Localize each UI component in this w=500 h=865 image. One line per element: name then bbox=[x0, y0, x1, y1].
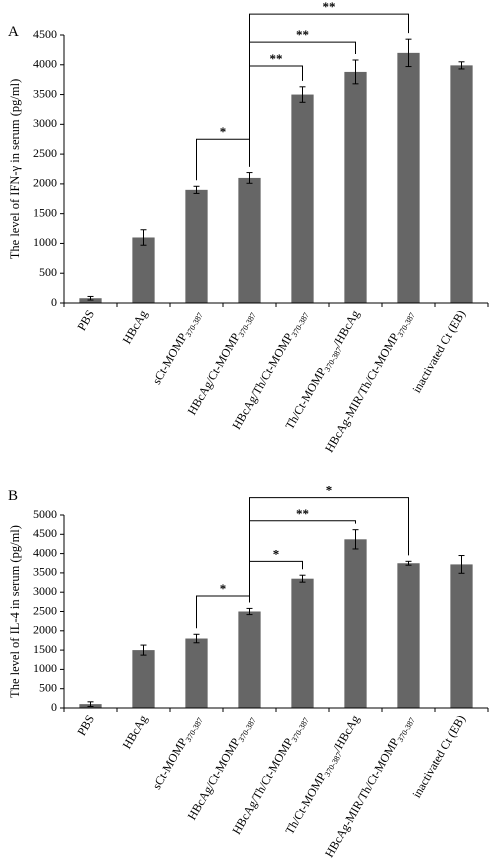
panel-a-y-axis-label: The level of IFN-γ in serum (pg/ml) bbox=[8, 79, 22, 259]
panel-a-error-bar-5 bbox=[352, 59, 359, 85]
panel-b-error-bar-3 bbox=[246, 607, 253, 616]
panel-a-y-tick-label-3: 1500 bbox=[33, 205, 57, 219]
panel-b-error-bar-7 bbox=[458, 555, 465, 574]
panel-a-category-label-7: inactivated Ct (EB) bbox=[409, 308, 468, 396]
panel-a-bar-5 bbox=[344, 71, 367, 304]
panel-b-y-tick-label-0: 0 bbox=[51, 700, 57, 714]
panel-b-error-bar-0 bbox=[87, 701, 94, 707]
panel-b-y-tick-label-5: 2500 bbox=[33, 603, 57, 617]
panel-b-significance-bracket-3: * bbox=[249, 483, 409, 603]
panel-a-y-tick-label-0: 0 bbox=[51, 295, 57, 309]
panel-a-significance-label-3: ** bbox=[323, 0, 336, 14]
panel-a-y-tick-label-5: 2500 bbox=[33, 146, 57, 160]
panel-a-y-tick-label-6: 3000 bbox=[33, 116, 57, 130]
panel-a-significance-label-2: ** bbox=[296, 27, 309, 42]
panel-a-bar-0 bbox=[79, 298, 102, 303]
panel-a-y-tick-label-9: 4500 bbox=[33, 27, 57, 41]
panel-b-error-bar-2 bbox=[193, 633, 200, 644]
panel-a-error-bar-3 bbox=[246, 172, 253, 184]
panel-b-chart: B The level of IL-4 in serum (pg/ml) 0 500 1… bbox=[8, 483, 489, 860]
panel-b-y-tick-label-2: 1000 bbox=[33, 661, 57, 675]
panel-b-bar-2 bbox=[185, 638, 208, 708]
panel-b-bar-3 bbox=[238, 611, 261, 708]
panel-b-significance-label-3: * bbox=[326, 483, 333, 498]
panel-a-significance-bracket-0: * bbox=[196, 124, 250, 181]
panel-b-bar-7 bbox=[450, 564, 473, 708]
panel-a-chart: A The level of IFN-γ in serum (pg/ml) 0 500… bbox=[8, 0, 489, 455]
panel-b-error-bar-1 bbox=[140, 644, 147, 656]
panel-b-y-tick-label-8: 4000 bbox=[33, 545, 57, 559]
panel-b-category-label-1: HBcAg bbox=[120, 713, 150, 752]
panel-a-error-bar-1 bbox=[140, 229, 147, 246]
panel-b-bar-4 bbox=[291, 578, 314, 708]
panel-b-y-tick-label-6: 3000 bbox=[33, 584, 57, 598]
panel-a-error-bar-7 bbox=[458, 61, 465, 70]
panel-a-category-label-2: sCt-MOMP370-387 bbox=[149, 308, 205, 388]
panel-a-y-tick-label-1: 500 bbox=[39, 265, 57, 279]
panel-a-letter: A bbox=[8, 24, 19, 40]
panel-b-y-tick-label-7: 3500 bbox=[33, 565, 57, 579]
panel-b-error-bar-5 bbox=[352, 529, 359, 550]
panel-a-y-tick-label-8: 4000 bbox=[33, 57, 57, 71]
panel-a-error-bar-0 bbox=[87, 295, 94, 301]
panel-b-y-tick-label-4: 2000 bbox=[33, 623, 57, 637]
panel-a-category-label-0: PBS bbox=[74, 308, 97, 333]
panel-b-significance-label-0: * bbox=[220, 581, 227, 596]
panel-a-bar-6 bbox=[397, 52, 420, 303]
panel-b-category-label-2: sCt-MOMP370-387 bbox=[149, 713, 205, 793]
panel-a-bar-3 bbox=[238, 177, 261, 303]
panel-a-y-tick-label-2: 1000 bbox=[33, 235, 57, 249]
panel-b-letter: B bbox=[8, 488, 18, 504]
panel-b-bar-6 bbox=[397, 563, 420, 708]
panel-b-error-bar-4 bbox=[299, 574, 306, 583]
panel-a-error-bar-6 bbox=[405, 38, 412, 68]
panel-a-significance-label-0: * bbox=[220, 124, 227, 139]
panel-a-error-bar-2 bbox=[193, 185, 200, 194]
panel-b-category-label-0: PBS bbox=[74, 713, 97, 738]
panel-a-bar-2 bbox=[185, 189, 208, 303]
panel-b-significance-label-1: * bbox=[273, 546, 280, 561]
panel-b-error-bar-6 bbox=[405, 560, 412, 566]
panel-a-y-tick-label-7: 3500 bbox=[33, 86, 57, 100]
panel-a-bar-1 bbox=[132, 237, 155, 303]
panel-b-category-label-7: inactivated Ct (EB) bbox=[409, 713, 468, 801]
panel-a-y-tick-label-4: 2000 bbox=[33, 176, 57, 190]
panel-b-y-axis-label: The level of IL-4 in serum (pg/ml) bbox=[8, 525, 22, 698]
panel-a-bar-7 bbox=[450, 65, 473, 303]
panel-b-y-tick-label-9: 4500 bbox=[33, 526, 57, 540]
panel-b-significance-label-2: ** bbox=[296, 506, 309, 521]
panel-b-y-tick-label-10: 5000 bbox=[33, 507, 57, 521]
panel-b-bar-1 bbox=[132, 650, 155, 708]
panel-a-bar-4 bbox=[291, 94, 314, 303]
panel-a-significance-bracket-3: ** bbox=[249, 0, 409, 167]
panel-b-bar-5 bbox=[344, 539, 367, 708]
panel-b-y-tick-label-1: 500 bbox=[39, 680, 57, 694]
panel-a-significance-label-1: ** bbox=[270, 51, 283, 66]
panel-b-y-tick-label-3: 1500 bbox=[33, 642, 57, 656]
panel-a-error-bar-4 bbox=[299, 86, 306, 103]
panel-a-category-label-1: HBcAg bbox=[120, 308, 150, 347]
